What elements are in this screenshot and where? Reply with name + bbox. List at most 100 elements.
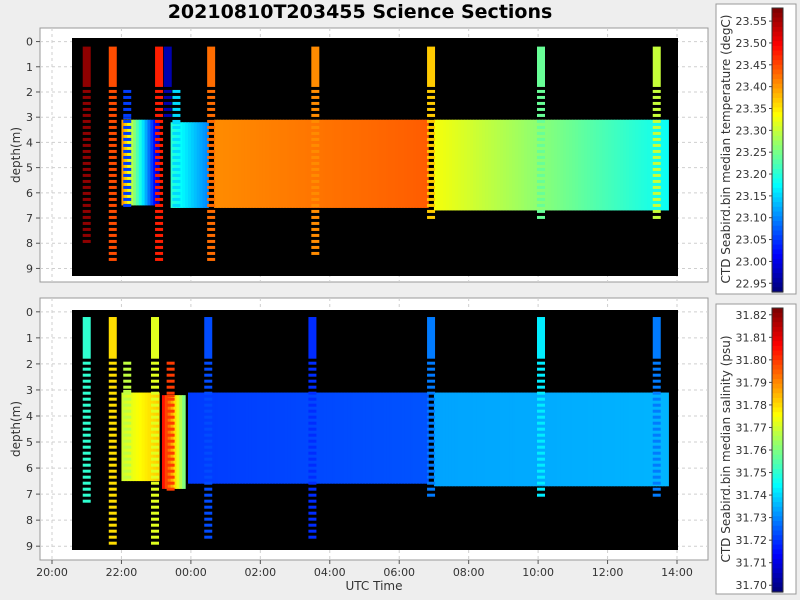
profile-bar [207, 46, 216, 87]
data-cell [596, 392, 600, 487]
colorbar-cell [772, 116, 783, 123]
profile-dash [123, 125, 132, 129]
data-cell [144, 392, 149, 482]
y-tick-label: 5 [26, 162, 33, 175]
profile-dash [537, 367, 546, 371]
colorbar-cell [772, 412, 783, 418]
profile-dash [308, 463, 317, 467]
y-tick-label: 0 [26, 36, 33, 49]
colorbar-cell [772, 511, 783, 517]
profile-dash [308, 445, 317, 449]
data-block-2 [187, 392, 429, 484]
data-cell [296, 392, 300, 484]
profile-dash [82, 101, 91, 105]
profile-dash [204, 511, 213, 515]
colorbar-cell [772, 516, 783, 522]
profile-dash [123, 95, 132, 99]
profile-10 [652, 46, 661, 219]
data-cell [626, 119, 630, 211]
data-cell [199, 122, 204, 208]
y-tick-label: 0 [26, 306, 33, 319]
data-cell [352, 119, 357, 208]
data-cell [150, 392, 154, 482]
data-cell [275, 392, 279, 484]
profile-dash [207, 167, 216, 171]
colorbar-cell [772, 388, 783, 394]
profile-dash [82, 469, 91, 473]
data-cell [281, 392, 285, 484]
colorbar-cell [772, 178, 783, 184]
colorbar-tick-label: 31.78 [736, 399, 768, 412]
data-cell [653, 119, 657, 211]
profile-dash [537, 209, 546, 213]
profile-dash [172, 167, 181, 171]
colorbar-cell [772, 31, 783, 37]
colorbar-cell [772, 22, 783, 28]
profile-dash [172, 113, 181, 117]
profile-dash [308, 499, 317, 503]
profile-bar [155, 46, 164, 87]
profile-dash [166, 391, 175, 395]
profile-dash [308, 487, 317, 491]
profile-dash [311, 131, 320, 135]
data-cell [614, 392, 618, 487]
data-cell [509, 392, 513, 487]
profile-dash [427, 101, 436, 105]
data-cell [224, 392, 228, 484]
profile-dash [427, 361, 436, 365]
profile-dash [166, 409, 175, 413]
colorbar-cell [772, 112, 783, 118]
profile-dash [537, 403, 546, 407]
colorbar-tick-label: 31.80 [736, 354, 768, 367]
data-cell [521, 119, 525, 211]
profile-dash [151, 361, 160, 365]
data-cell [560, 119, 564, 211]
data-cell [386, 392, 390, 484]
profile-dash [108, 245, 117, 249]
data-cell [539, 119, 543, 211]
data-cell [463, 392, 468, 487]
profile-dash [155, 101, 164, 105]
data-cell [524, 119, 528, 211]
data-cell [367, 119, 372, 208]
profile-dash [108, 511, 117, 515]
data-cell [266, 392, 270, 484]
data-cell [512, 119, 516, 211]
profile-dash [207, 113, 216, 117]
data-cell [617, 392, 621, 487]
profile-dash [82, 173, 91, 177]
data-cell [527, 119, 531, 211]
profile-dash [155, 239, 164, 243]
profile-dash [311, 191, 320, 195]
data-cell [370, 119, 375, 208]
y-tick-label: 8 [26, 237, 33, 250]
profile-bar [652, 317, 661, 359]
profile-dash [155, 89, 164, 93]
data-cell [466, 119, 471, 211]
x-tick-label: 22:00 [106, 566, 138, 579]
profile-dash [82, 221, 91, 225]
colorbar-cell [772, 549, 783, 555]
profile-dash [427, 95, 436, 99]
profile-dash [308, 403, 317, 407]
data-cell [335, 392, 339, 484]
data-cell [482, 119, 486, 211]
colorbar-cell [772, 168, 783, 175]
profile-dash [151, 505, 160, 509]
data-cell [557, 392, 561, 487]
data-cell [433, 119, 438, 211]
colorbar [771, 307, 784, 593]
profile-dash [123, 361, 132, 365]
data-cell [373, 119, 378, 208]
y-tick-label: 9 [26, 262, 33, 275]
data-cell [319, 119, 324, 208]
profile-dash [108, 367, 117, 371]
profile-dash [123, 167, 132, 171]
profile-dash [151, 487, 160, 491]
profile-dash [427, 463, 436, 467]
profile-0 [82, 317, 91, 503]
data-cell [227, 392, 231, 484]
profile-dash [204, 439, 213, 443]
colorbar-cell [772, 350, 783, 356]
colorbar-cell [772, 483, 783, 489]
